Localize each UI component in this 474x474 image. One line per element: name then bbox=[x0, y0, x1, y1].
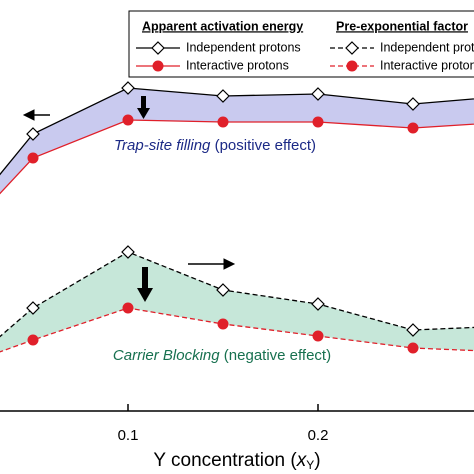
point bbox=[26, 127, 40, 141]
legend-title: Apparent activation energy bbox=[142, 19, 303, 33]
x-tick-label: 0.1 bbox=[118, 427, 139, 444]
x-axis-label-part: Y concentration ( bbox=[153, 450, 297, 471]
band-fill bbox=[0, 88, 474, 194]
point bbox=[312, 116, 324, 128]
legend-label: Interactive protons bbox=[186, 58, 289, 72]
legend-label: Interactive protons bbox=[380, 58, 474, 72]
point bbox=[216, 89, 230, 103]
annotation-part: Trap-site filling bbox=[114, 137, 211, 154]
point bbox=[27, 334, 39, 346]
legend-marker bbox=[346, 60, 358, 72]
annotation: Trap-site filling (positive effect) bbox=[114, 137, 316, 154]
band-fill bbox=[0, 252, 474, 352]
point bbox=[217, 318, 229, 330]
annotation: Carrier Blocking (negative effect) bbox=[113, 347, 331, 364]
x-axis-label-part: x bbox=[296, 450, 308, 471]
legend-marker bbox=[152, 60, 164, 72]
point bbox=[407, 122, 419, 134]
arrows bbox=[22, 96, 236, 302]
point bbox=[121, 245, 135, 259]
x-axis-label-part: Y bbox=[306, 458, 314, 472]
x-axis-label-part: ) bbox=[314, 450, 320, 471]
point bbox=[311, 297, 325, 311]
point bbox=[26, 301, 40, 315]
x-axis-label: Y concentration (xY) bbox=[153, 450, 320, 472]
point bbox=[216, 283, 230, 297]
point bbox=[122, 302, 134, 314]
legend-box bbox=[128, 10, 474, 78]
annotation-part: (positive effect) bbox=[210, 137, 316, 154]
legend-marker bbox=[345, 41, 359, 55]
point bbox=[121, 81, 135, 95]
point bbox=[406, 323, 420, 337]
point bbox=[407, 342, 419, 354]
point bbox=[27, 152, 39, 164]
point bbox=[122, 114, 134, 126]
annotation-part: Carrier Blocking bbox=[113, 347, 220, 364]
legend: Apparent activation energy Pre-exponentia… bbox=[128, 10, 474, 78]
x-tick-label: 0.2 bbox=[308, 427, 329, 444]
legend-label: Independent protons bbox=[380, 40, 474, 54]
legend-title: Pre-exponential factor bbox=[336, 19, 468, 33]
legend-label: Independent protons bbox=[186, 40, 301, 54]
point bbox=[312, 330, 324, 342]
annotation-part: (negative effect) bbox=[220, 347, 331, 364]
point bbox=[311, 87, 325, 101]
point bbox=[217, 116, 229, 128]
point bbox=[406, 97, 420, 111]
plot-area bbox=[0, 81, 474, 354]
legend-marker bbox=[151, 41, 165, 55]
